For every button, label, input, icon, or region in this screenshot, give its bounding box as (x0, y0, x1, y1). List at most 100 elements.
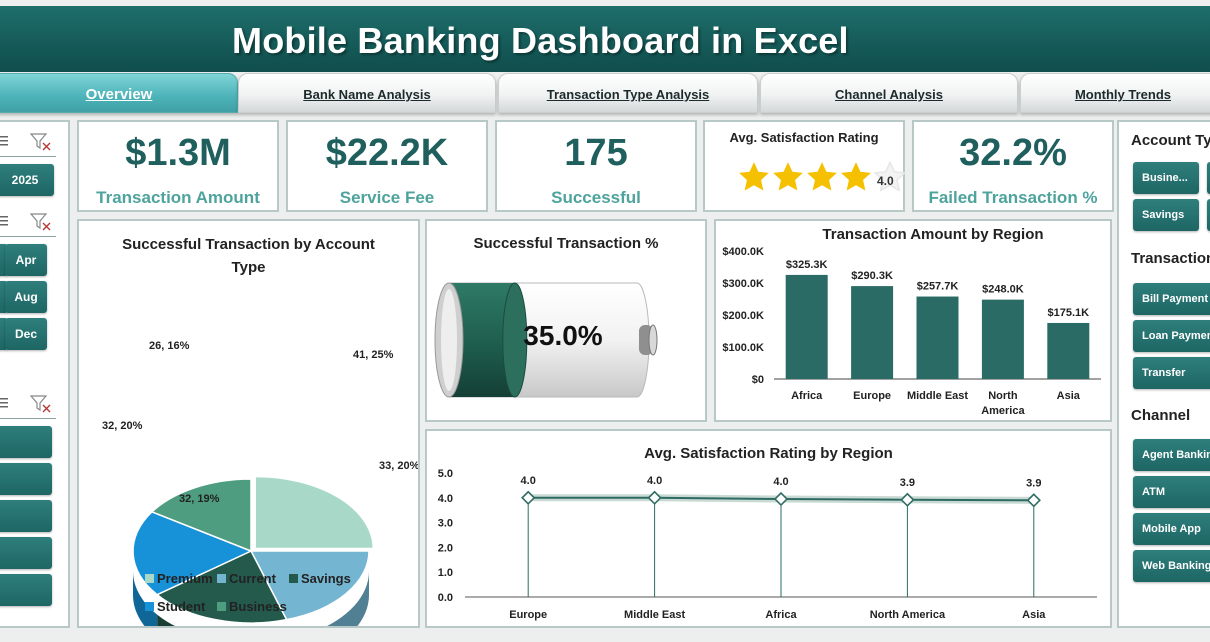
pie-chart-card: Successful Transaction by Account Type 4… (77, 219, 420, 628)
kpi-value: 32.2% (959, 132, 1067, 174)
bar-value-label: $248.0K (982, 284, 1024, 296)
account-type-button[interactable] (1207, 199, 1210, 231)
transaction-loan-payment-button[interactable]: Loan Paymen (1133, 320, 1210, 352)
transaction-transfer-button[interactable]: Transfer (1133, 357, 1210, 389)
gauge-card: Successful Transaction % 35.0% (425, 219, 707, 422)
kpi-satisfaction: Avg. Satisfaction Rating 4.0 (703, 120, 907, 212)
clear-filter-icon[interactable] (30, 212, 52, 232)
point-value-label: 4.0 (521, 475, 536, 487)
point-value-label: 3.9 (1026, 477, 1041, 489)
channel-web-banking-button[interactable]: Web Banking (1133, 550, 1210, 582)
y-tick-label: 3.0 (438, 518, 453, 530)
kpi-label: Transaction Amount (96, 188, 260, 207)
pie-data-label: 41, 25% (353, 349, 394, 361)
kpi-service-fee: $22.2K Service Fee (286, 120, 488, 212)
kpi-label: Successful (551, 188, 641, 207)
divider (0, 236, 56, 237)
x-tick-label: Africa (765, 609, 797, 621)
month-button[interactable] (0, 244, 8, 276)
region-button[interactable] (0, 463, 52, 495)
channel-mobile-app-button[interactable]: Mobile App (1133, 513, 1210, 545)
pie-data-label: 32, 19% (179, 493, 220, 505)
pie-data-label: 33, 20% (379, 460, 418, 472)
account-type-button[interactable] (1207, 162, 1210, 194)
y-tick-label: $100.0K (722, 342, 764, 354)
pie-slices (132, 475, 374, 626)
x-tick-label: Asia (1057, 390, 1081, 402)
rating-stars (737, 160, 907, 194)
pie-data-label: 32, 20% (102, 420, 143, 432)
point-value-label: 4.0 (647, 475, 662, 487)
tab-overview[interactable]: Overview (0, 73, 238, 113)
tab-label: Bank Name Analysis (303, 87, 431, 102)
channel-agent-banking-button[interactable]: Agent Bankin (1133, 439, 1210, 471)
y-tick-label: 0.0 (438, 592, 453, 604)
tab-label: Transaction Type Analysis (546, 87, 710, 102)
x-tick-label: Europe (853, 390, 891, 402)
data-point (647, 490, 662, 505)
tab-monthly-trends[interactable]: Monthly Trends (1020, 73, 1210, 113)
account-type-savings-button[interactable]: Savings (1133, 199, 1199, 231)
month-aug-button[interactable]: Aug (5, 281, 47, 313)
multi-select-icon[interactable] (0, 134, 10, 148)
account-type-business-button[interactable]: Busine... (1133, 162, 1199, 194)
multi-select-icon[interactable] (0, 396, 10, 410)
month-apr-button[interactable]: Apr (5, 244, 47, 276)
legend-label-student: Student (157, 599, 206, 614)
region-slicer-header (0, 390, 66, 416)
year-2025-button[interactable]: 2025 (0, 164, 54, 196)
x-tick-label: Europe (509, 609, 547, 621)
clear-filter-icon[interactable] (30, 394, 52, 414)
gauge-value-label: 35.0% (523, 320, 602, 351)
chart-title: Avg. Satisfaction Rating by Region (644, 445, 893, 462)
y-tick-label: $300.0K (722, 278, 764, 290)
bar-africa (785, 274, 828, 379)
tab-transaction-type-analysis[interactable]: Transaction Type Analysis (498, 73, 758, 113)
month-dec-button[interactable]: Dec (5, 318, 47, 350)
month-button[interactable] (0, 318, 8, 350)
region-button[interactable] (0, 426, 52, 458)
star-icon (739, 162, 769, 191)
bar-value-label: $175.1K (1048, 307, 1090, 319)
month-button[interactable] (0, 281, 8, 313)
pie-slice-savings (155, 550, 288, 624)
x-tick-label: Africa (791, 390, 823, 402)
kpi-failed-percent: 32.2% Failed Transaction % (912, 120, 1114, 212)
kpi-title: Avg. Satisfaction Rating (729, 130, 879, 145)
legend-label-current: Current (229, 571, 277, 586)
channel-atm-button[interactable]: ATM (1133, 476, 1210, 508)
y-tick-label: $0 (752, 374, 764, 386)
transaction-bill-payment-button[interactable]: Bill Payment (1133, 283, 1210, 315)
account-type-heading: Account Ty (1131, 132, 1210, 149)
star-icon (873, 160, 907, 192)
divider (0, 418, 56, 419)
region-button[interactable] (0, 500, 52, 532)
battery-gauge: 35.0% (434, 282, 658, 398)
pie-slice-premium (254, 475, 374, 550)
region-button[interactable] (0, 574, 52, 606)
chart-title: Successful Transaction % (473, 235, 659, 252)
tab-channel-analysis[interactable]: Channel Analysis (760, 73, 1018, 113)
x-tick-label: Asia (1022, 609, 1046, 621)
tab-label: Overview (85, 86, 153, 103)
pie-slice-side-savings (157, 614, 175, 626)
bar-middle-east (916, 296, 959, 379)
x-tick-label: North (988, 390, 1018, 402)
pie-slice-current (249, 550, 370, 621)
clear-filter-icon[interactable] (30, 132, 52, 152)
y-tick-label: $200.0K (722, 310, 764, 322)
bar-north-america (981, 299, 1024, 379)
multi-select-icon[interactable] (0, 214, 10, 228)
battery-cap-left-inner (441, 289, 457, 391)
kpi-value: $22.2K (325, 132, 449, 174)
region-button[interactable] (0, 537, 52, 569)
kpi-value: $1.3M (125, 132, 231, 174)
tab-label: Channel Analysis (835, 87, 943, 102)
tab-bank-name-analysis[interactable]: Bank Name Analysis (238, 73, 496, 113)
y-tick-label: 5.0 (438, 468, 453, 480)
year-slicer-header (0, 128, 66, 154)
bar-value-label: $290.3K (851, 270, 893, 282)
star-icon (841, 162, 871, 191)
legend-swatch-savings (289, 574, 298, 583)
